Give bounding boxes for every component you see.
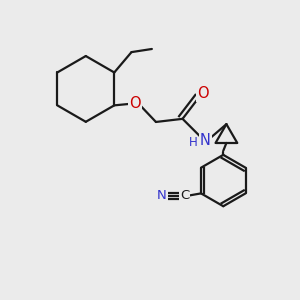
Text: O: O bbox=[129, 96, 140, 111]
Text: C: C bbox=[180, 189, 189, 203]
Text: N: N bbox=[157, 189, 167, 203]
Text: O: O bbox=[197, 86, 208, 101]
Text: H: H bbox=[188, 136, 197, 149]
Text: N: N bbox=[200, 133, 211, 148]
